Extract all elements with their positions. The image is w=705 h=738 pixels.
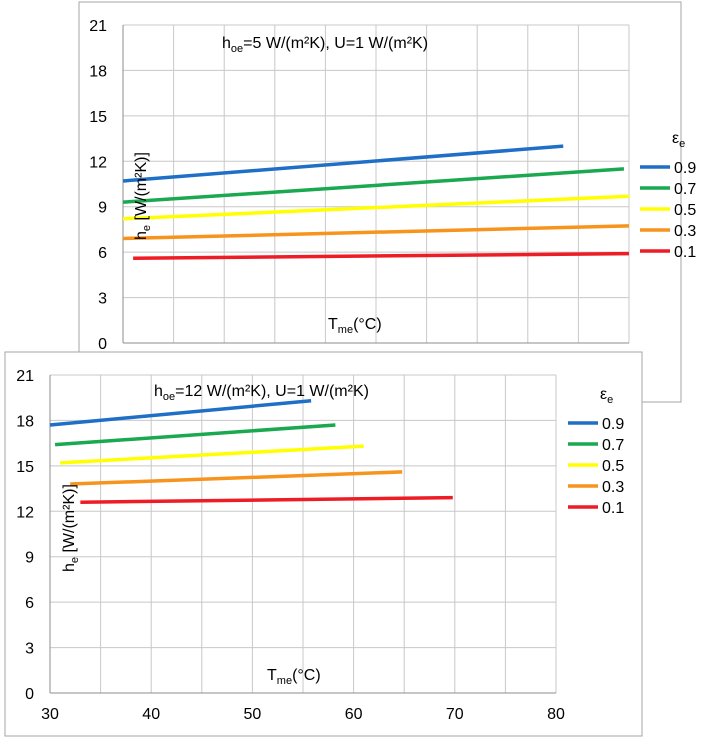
bottom-xlabel-main: T xyxy=(267,667,277,684)
bottom-series-line-0.5 xyxy=(60,444,364,465)
top-annotation-rest: =5 W/(m²K), U=1 W/(m²K) xyxy=(243,35,428,52)
top-legend-title: εe xyxy=(672,130,685,150)
top-ytick-label: 3 xyxy=(98,291,107,308)
top-xlabel-rest: (°C) xyxy=(353,316,382,333)
bottom-xlabel: Tme(°C) xyxy=(267,667,321,687)
bottom-xtick-label: 40 xyxy=(142,706,160,723)
top-series-line-0.3 xyxy=(122,224,630,241)
bottom-ylabel: he [W/(m²K)] xyxy=(61,484,81,572)
bottom-legend-label-0.9: 0.9 xyxy=(602,416,624,433)
top-xlabel: Tme(°C) xyxy=(328,316,382,336)
top-annotation-main: h xyxy=(222,35,231,52)
top-legend-label-0.9: 0.9 xyxy=(674,160,696,177)
top-series-line-0.1 xyxy=(133,251,630,260)
bottom-ytick-label: 0 xyxy=(25,686,34,703)
top-xlabel-main: T xyxy=(328,316,338,333)
top-series-line-0.9 xyxy=(122,144,564,183)
bottom-legend-label-0.1: 0.1 xyxy=(602,500,624,517)
bottom-ytick-label: 9 xyxy=(25,550,34,567)
bottom-xtick-label: 30 xyxy=(41,706,59,723)
top-legend-label-0.1: 0.1 xyxy=(674,244,696,261)
bottom-legend-title: εe xyxy=(600,386,613,406)
bottom-legend-label-0.5: 0.5 xyxy=(602,458,624,475)
bottom-series-line-0.1 xyxy=(80,495,453,504)
top-legend-title-sub: e xyxy=(679,138,685,150)
bottom-xlabel-sub: me xyxy=(277,675,292,687)
bottom-series-line-0.3 xyxy=(70,470,403,486)
bottom-ytick-label: 15 xyxy=(16,459,34,476)
bottom-series-line-0.7 xyxy=(54,423,336,447)
top-ylabel-main: h xyxy=(133,231,150,240)
top-legend-title-main: ε xyxy=(672,130,679,147)
top-ytick-label: 15 xyxy=(89,109,107,126)
bottom-annotation: hoe=12 W/(m²K), U=1 W/(m²K) xyxy=(154,383,369,403)
top-ytick-label: 0 xyxy=(98,336,107,353)
bottom-ytick-label: 18 xyxy=(16,413,34,430)
top-ytick-label: 21 xyxy=(89,18,107,35)
bottom-series-line-0.9 xyxy=(49,399,312,427)
bottom-annotation-sub: oe xyxy=(163,391,175,403)
bottom-annotation-main: h xyxy=(154,383,163,400)
top-ylabel: he [W/(m²K)] xyxy=(133,152,153,240)
bottom-ytick-label: 3 xyxy=(25,641,34,658)
top-ytick-label: 9 xyxy=(98,200,107,217)
top-ylabel-rest: [W/(m²K)] xyxy=(133,152,150,225)
top-ytick-label: 18 xyxy=(89,63,107,80)
top-series-line-0.5 xyxy=(122,194,630,221)
bottom-ylabel-rest: [W/(m²K)] xyxy=(61,484,78,557)
bottom-xtick-label: 50 xyxy=(244,706,262,723)
top-legend-label-0.5: 0.5 xyxy=(674,202,696,219)
top-ylabel-sub: e xyxy=(141,225,153,231)
top-ytick-label: 6 xyxy=(98,245,107,262)
top-annotation-sub: oe xyxy=(231,43,243,55)
bottom-xlabel-rest: (°C) xyxy=(292,667,321,684)
bottom-ylabel-sub: e xyxy=(69,557,81,563)
top-ytick-label: 12 xyxy=(89,154,107,171)
bottom-xtick-label: 70 xyxy=(446,706,464,723)
bottom-xtick-label: 80 xyxy=(547,706,565,723)
top-xlabel-sub: me xyxy=(338,324,353,336)
bottom-legend-title-main: ε xyxy=(600,386,607,403)
bottom-ytick-label: 21 xyxy=(16,368,34,385)
bottom-ylabel-main: h xyxy=(61,563,78,572)
bottom-annotation-rest: =12 W/(m²K), U=1 W/(m²K) xyxy=(175,383,369,400)
bottom-legend-label-0.7: 0.7 xyxy=(602,437,624,454)
top-legend-label-0.7: 0.7 xyxy=(674,181,696,198)
bottom-legend-title-sub: e xyxy=(607,394,613,406)
top-series-line-0.7 xyxy=(122,167,625,204)
top-legend-label-0.3: 0.3 xyxy=(674,223,696,240)
bottom-legend-label-0.3: 0.3 xyxy=(602,479,624,496)
top-annotation: hoe=5 W/(m²K), U=1 W/(m²K) xyxy=(222,35,428,55)
chart-bottom-frame xyxy=(4,351,643,737)
bottom-ytick-label: 12 xyxy=(16,504,34,521)
chart-top-frame xyxy=(78,1,682,403)
bottom-xtick-label: 60 xyxy=(345,706,363,723)
bottom-ytick-label: 6 xyxy=(25,595,34,612)
